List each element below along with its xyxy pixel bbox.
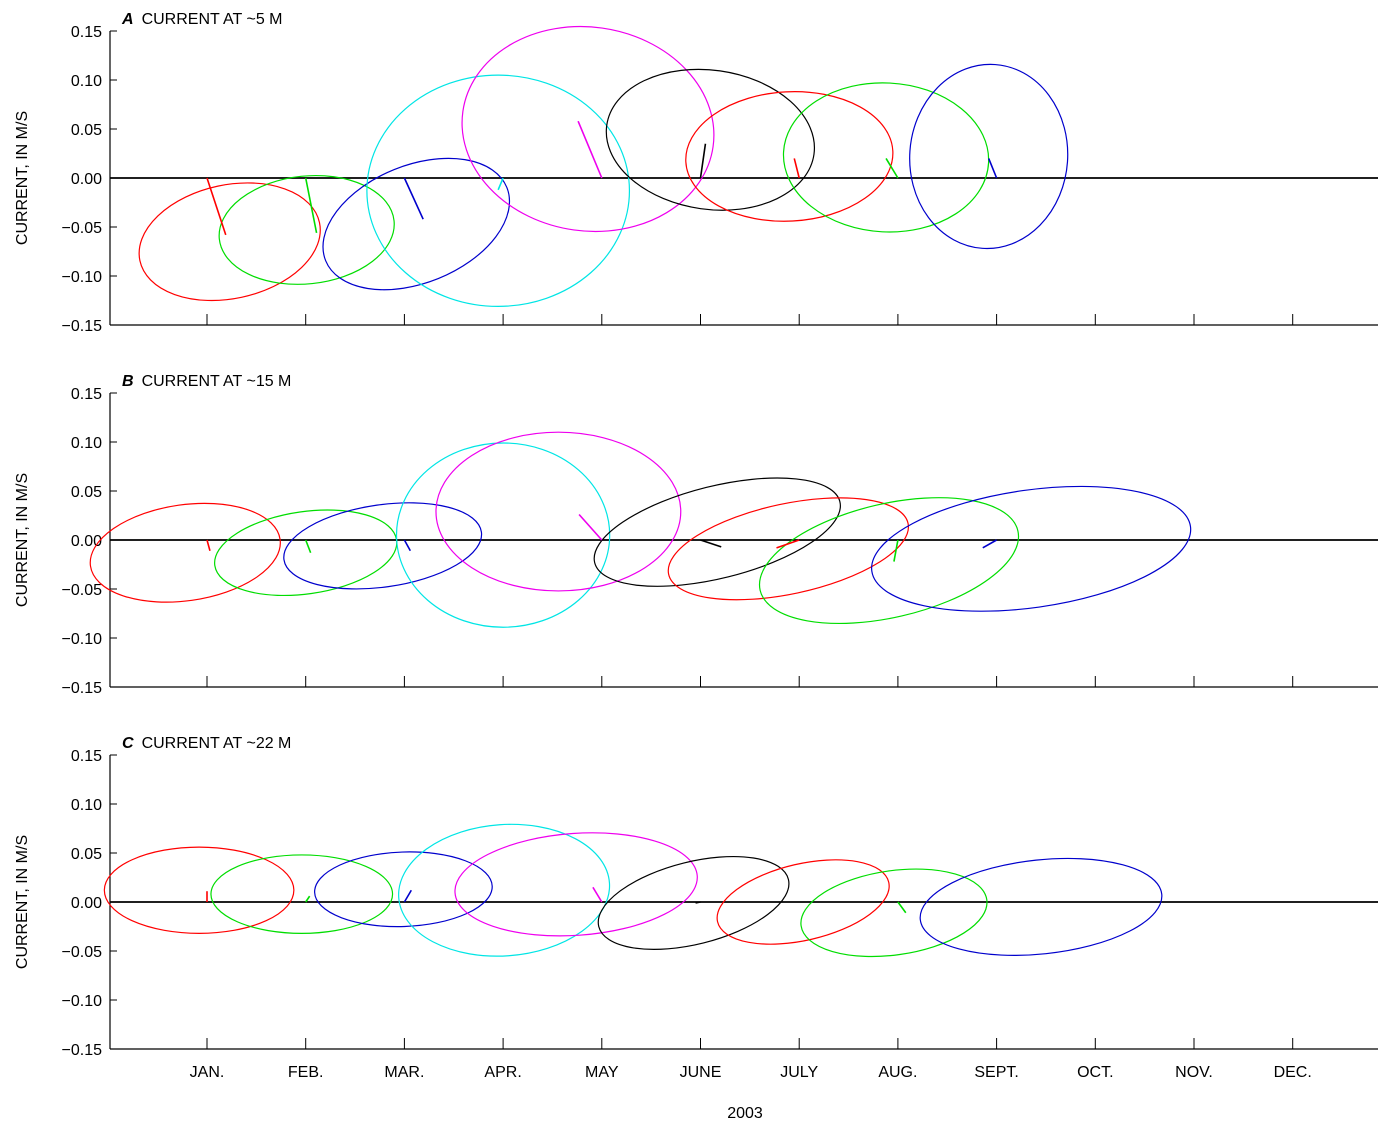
panel-a-y-axis-label: CURRENT, IN M/S xyxy=(14,111,31,245)
panel-b-ellipse-july xyxy=(667,497,910,601)
panel-c-y-tick-label: −0.05 xyxy=(62,944,103,961)
panel-a-title: A CURRENT AT ~5 M xyxy=(121,11,282,28)
panel-b-vector-may xyxy=(578,513,603,541)
panel-b-vector-feb xyxy=(304,539,312,554)
panel-b: 0.15 0.10 0.05 0.00 −0.05 −0.10 −0.15 B CURRENT … xyxy=(14,373,1378,697)
panel-c-title: C CURRENT AT ~22 M xyxy=(122,735,291,752)
panel-b-ellipse-jan xyxy=(89,502,281,603)
panel-a-ellipse-feb xyxy=(218,174,395,285)
panel-a-vector-aug xyxy=(885,157,899,179)
panel-a-y-tick-label: −0.05 xyxy=(62,220,103,237)
panel-a-ellipse-mar xyxy=(322,157,511,291)
panel-a-y-tick-label: 0.05 xyxy=(71,122,102,139)
panel-b-vector-jan xyxy=(206,539,211,551)
panel-a-ellipse-sept xyxy=(909,63,1069,250)
panel-b-y-tick-label: 0.00 xyxy=(71,533,102,550)
panel-c-title-text: CURRENT AT ~22 M xyxy=(142,735,292,752)
panel-b-y-tick-label: −0.05 xyxy=(62,582,103,599)
panel-a-vector-june xyxy=(699,143,707,179)
panel-c-ellipse-june xyxy=(597,855,790,950)
month-label: NOV. xyxy=(1175,1064,1213,1081)
panel-a-y-tick-label: −0.15 xyxy=(62,318,103,335)
month-label: MAY xyxy=(585,1064,619,1081)
panel-c-ellipse-may xyxy=(454,832,698,937)
panel-c-y-tick-label: 0.05 xyxy=(71,846,102,863)
panel-b-ellipse-feb xyxy=(214,509,398,597)
panel-c-ellipse-feb xyxy=(210,854,394,934)
panel-a-vector-jan xyxy=(206,177,227,236)
panel-a-vector-may xyxy=(577,120,603,179)
panel-a-ellipse-apr xyxy=(366,74,631,307)
panel-a-ellipse-may xyxy=(461,25,715,233)
panel-a-letter: A xyxy=(121,11,134,28)
panel-c-y-tick-label: 0.15 xyxy=(71,748,102,765)
panel-a-y-tick-label: 0.15 xyxy=(71,24,102,41)
panel-a-ellipse-july xyxy=(685,91,894,222)
panel-b-vector-july xyxy=(776,539,800,549)
panel-c-y-tick-label: 0.10 xyxy=(71,797,102,814)
panel-b-y-axis-label: CURRENT, IN M/S xyxy=(14,473,31,607)
panel-b-title: B CURRENT AT ~15 M xyxy=(122,373,291,390)
panel-c-ellipse-sept xyxy=(919,857,1163,956)
panel-a: 0.15 0.10 0.05 0.00 −0.05 −0.10 −0.15 A CURRENT … xyxy=(14,11,1378,335)
panel-b-y-tick-label: 0.05 xyxy=(71,484,102,501)
panel-a-vector-july xyxy=(793,158,800,179)
panel-a-y-tick-label: 0.00 xyxy=(71,171,102,188)
panel-a-ellipse-june xyxy=(605,68,816,211)
x-axis-label: 2003 xyxy=(727,1105,763,1122)
month-label: OCT. xyxy=(1077,1064,1113,1081)
panel-c-y-tick-label: 0.00 xyxy=(71,895,102,912)
panel-c-ellipse-mar xyxy=(314,851,493,928)
panel-b-ellipse-apr xyxy=(395,442,611,628)
month-label: JAN. xyxy=(190,1064,225,1081)
month-label: DEC. xyxy=(1274,1064,1312,1081)
panel-b-title-text: CURRENT AT ~15 M xyxy=(142,373,292,390)
panel-b-ellipse-sept xyxy=(871,485,1192,612)
panel-c-letter: C xyxy=(122,735,134,752)
panel-a-y-tick-label: 0.10 xyxy=(71,73,102,90)
panel-b-letter: B xyxy=(122,373,134,390)
panel-c: 0.15 0.10 0.05 0.00 −0.05 −0.10 −0.15 C CURRENT … xyxy=(14,735,1378,1081)
panel-b-vector-sept xyxy=(982,539,997,549)
panel-c-ellipse-jan xyxy=(103,846,295,934)
panel-b-vector-aug xyxy=(893,539,899,562)
panel-a-ellipse-jan xyxy=(138,182,321,302)
panel-c-ellipse-july xyxy=(716,859,890,945)
panel-c-ellipse-apr xyxy=(398,823,611,957)
panel-c-y-axis-label: CURRENT, IN M/S xyxy=(14,835,31,969)
month-label: JUNE xyxy=(680,1064,722,1081)
panel-c-y-tick-label: −0.10 xyxy=(62,993,103,1010)
panel-c-ellipse-aug xyxy=(800,868,988,958)
panel-b-y-tick-label: −0.15 xyxy=(62,680,103,697)
month-label: AUG. xyxy=(878,1064,917,1081)
panel-b-ellipse-aug xyxy=(758,497,1020,625)
panel-b-vector-mar xyxy=(403,539,412,552)
panel-a-vector-feb xyxy=(304,177,318,234)
month-label: MAR. xyxy=(384,1064,424,1081)
panel-b-ellipse-may xyxy=(435,431,682,592)
panel-a-vector-apr xyxy=(497,177,504,191)
panel-b-y-tick-label: 0.15 xyxy=(71,386,102,403)
panel-c-vector-may xyxy=(592,886,603,903)
panel-a-ellipse-aug xyxy=(782,82,990,233)
panel-a-y-tick-label: −0.10 xyxy=(62,269,103,286)
panel-a-vector-sept xyxy=(987,158,998,179)
panel-a-vector-mar xyxy=(403,177,424,220)
panel-b-ellipse-mar xyxy=(283,502,483,590)
panel-b-ellipse-june xyxy=(593,477,841,587)
panel-c-vector-aug xyxy=(897,901,907,914)
panel-c-y-tick-label: −0.15 xyxy=(62,1042,103,1059)
panel-b-vector-june xyxy=(700,539,722,548)
month-label: APR. xyxy=(484,1064,521,1081)
panel-c-vector-june xyxy=(695,901,701,904)
panel-a-title-text: CURRENT AT ~5 M xyxy=(142,11,283,28)
month-label: SEPT. xyxy=(974,1064,1018,1081)
panel-c-vector-feb xyxy=(305,895,311,903)
panel-b-y-tick-label: −0.10 xyxy=(62,631,103,648)
panel-b-y-tick-label: 0.10 xyxy=(71,435,102,452)
panel-c-vector-mar xyxy=(403,889,412,903)
month-label: FEB. xyxy=(288,1064,324,1081)
month-label: JULY xyxy=(780,1064,818,1081)
